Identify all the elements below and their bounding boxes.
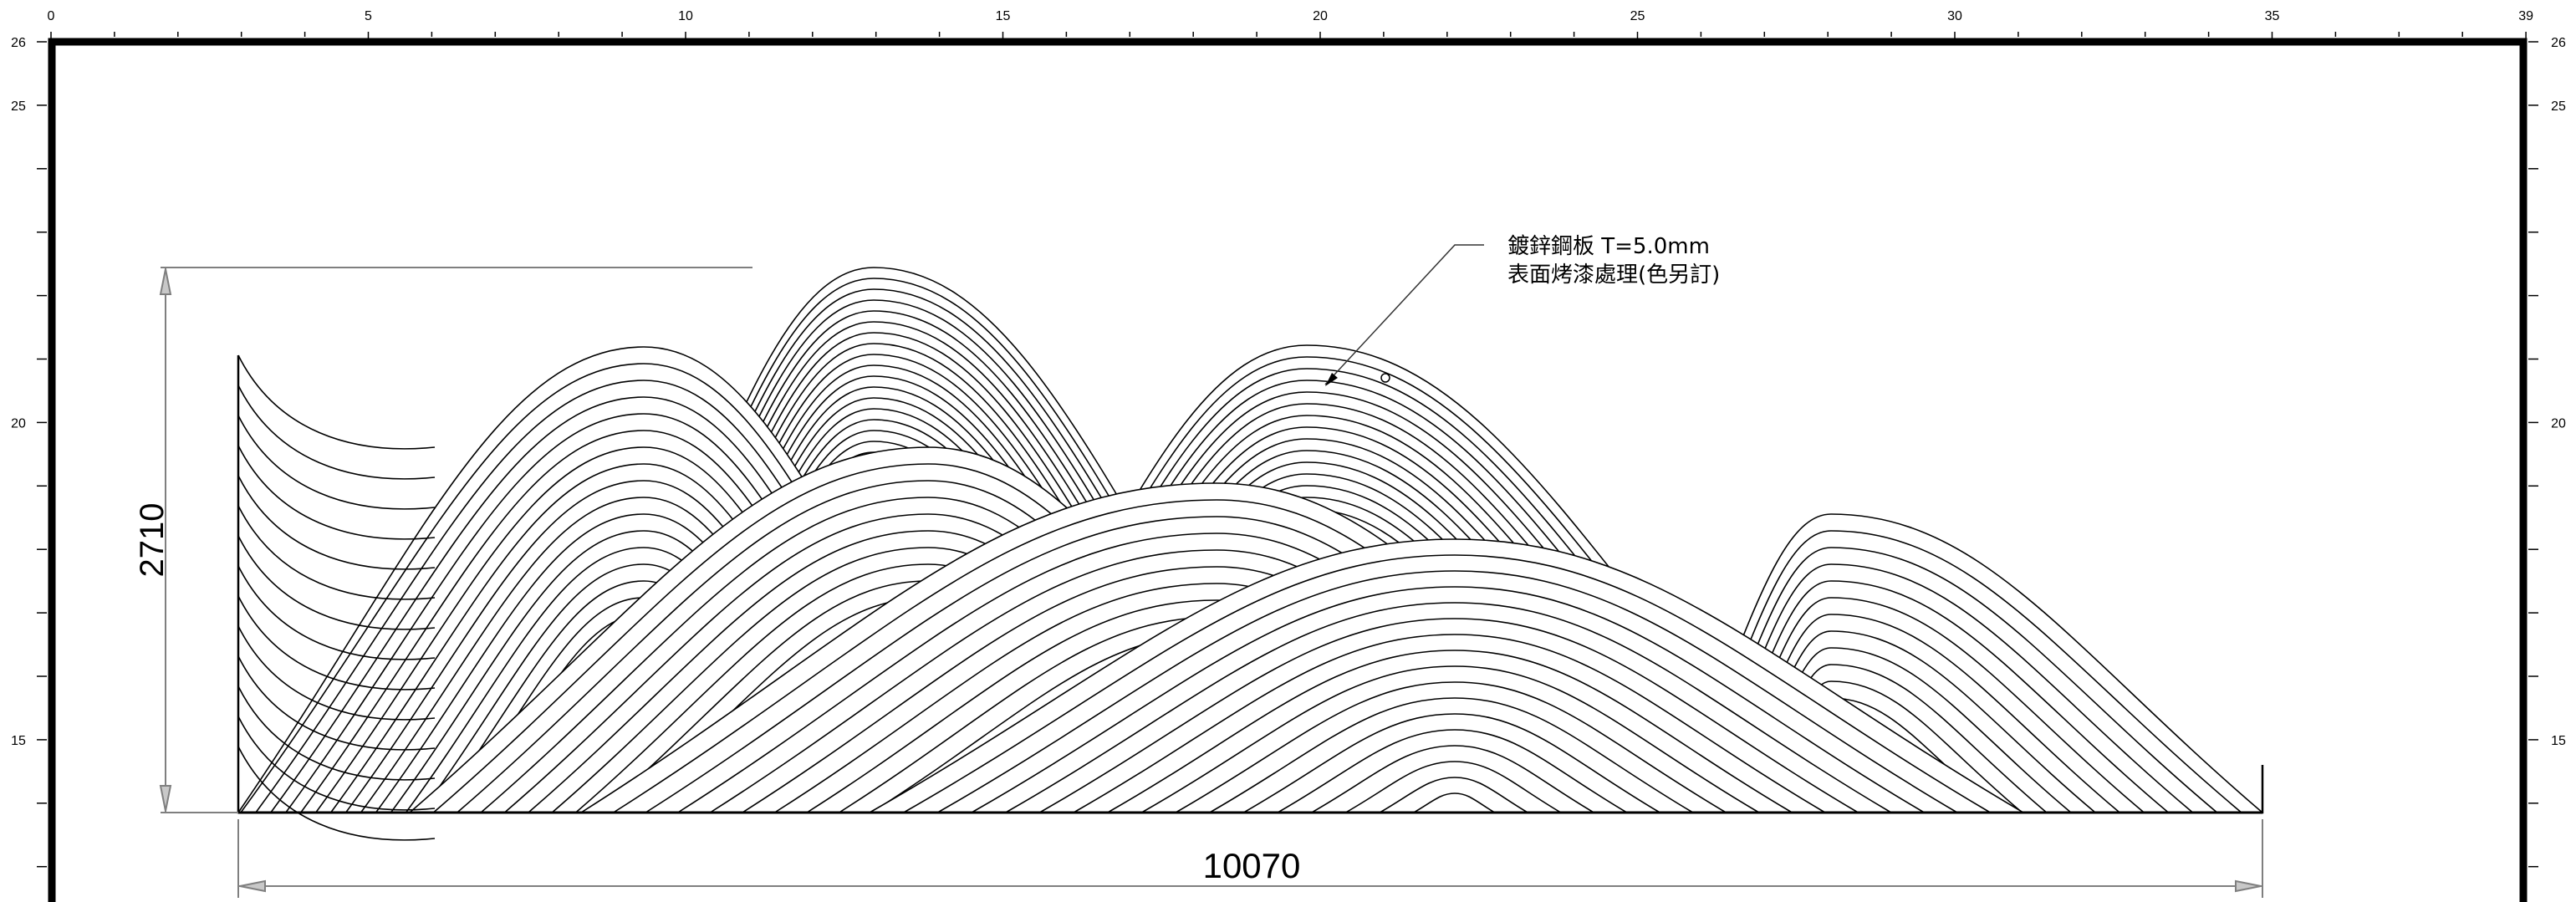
ruler-right: 26 25 20 15 (2528, 36, 2566, 868)
ruler-label-top: 39 (2518, 9, 2533, 23)
ruler-label-right: 25 (2551, 99, 2566, 114)
height-dimension (159, 267, 752, 813)
ridge-left-edge (237, 354, 436, 841)
ruler-label-top: 15 (996, 9, 1011, 23)
mountain-contour-artwork (237, 267, 2264, 841)
ruler-label-right: 26 (2551, 36, 2566, 50)
sheet-frame (48, 38, 2528, 902)
ruler-label-top: 20 (1313, 9, 1328, 23)
width-dimension (237, 819, 2263, 898)
ridge-front-right (869, 538, 2024, 813)
ruler-label-left: 26 (11, 36, 26, 50)
ruler-top: 0 5 10 15 20 25 30 35 39 (48, 9, 2533, 42)
leader-target-mark (1380, 373, 1390, 383)
height-dimension-value: 2710 (134, 503, 171, 578)
ruler-label-left: 15 (11, 734, 26, 748)
ruler-label-left: 25 (11, 99, 26, 114)
ruler-label-top: 30 (1947, 9, 1962, 23)
ruler-label-top: 5 (365, 9, 372, 23)
leader-line (1324, 244, 1484, 385)
leader-arrowhead (1325, 373, 1338, 386)
ruler-left: 26 25 20 15 (11, 36, 47, 868)
width-dimension-value: 10070 (1203, 846, 1301, 885)
ruler-label-top: 25 (1630, 9, 1645, 23)
ruler-label-right: 20 (2551, 416, 2566, 431)
ruler-label-top: 35 (2265, 9, 2280, 23)
note-finish: 表面烤漆處理(色另訂) (1507, 262, 1720, 288)
ruler-label-left: 20 (11, 416, 26, 431)
ruler-label-right: 15 (2551, 734, 2566, 748)
note-material: 鍍鋅鋼板 T=5.0mm (1507, 234, 1710, 259)
ruler-label-top: 10 (678, 9, 693, 23)
ruler-label-top: 0 (48, 9, 55, 23)
